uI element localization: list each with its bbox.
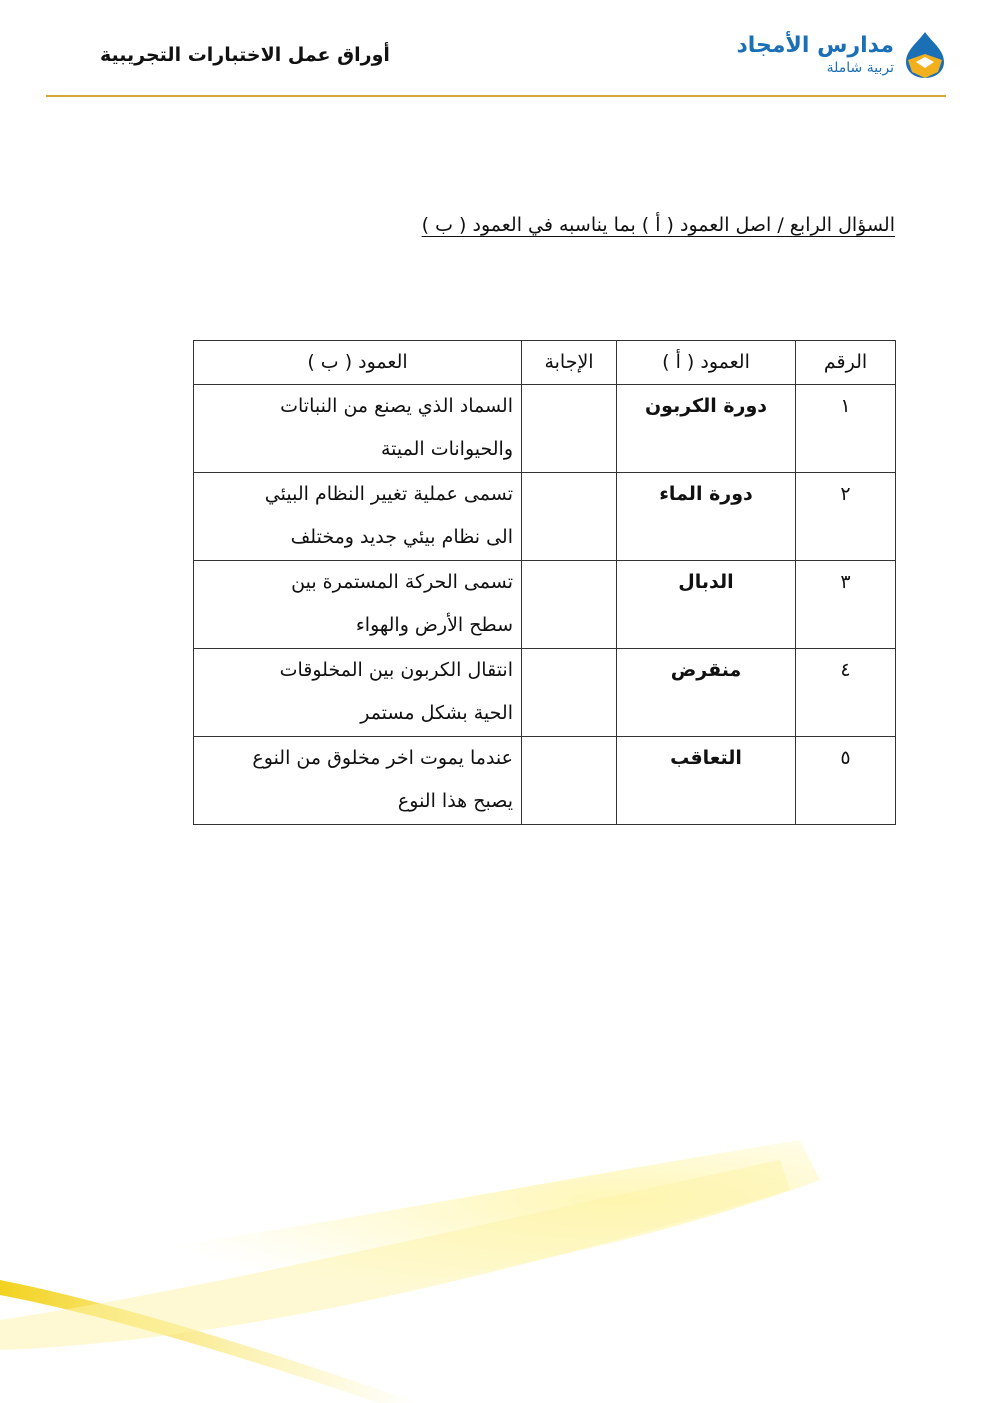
drop-logo-icon <box>906 32 944 78</box>
table-row: ٢ دورة الماء تسمى عملية تغيير النظام البيئ… <box>193 472 896 561</box>
column-a-term: دورة الماء <box>616 472 796 561</box>
school-logo: مدارس الأمجاد تربية شاملة <box>736 30 946 80</box>
answer-cell[interactable] <box>521 560 617 649</box>
column-b-definition: تسمى عملية تغيير النظام البيئي الى نظام ب… <box>193 472 522 561</box>
table-row: ٣ الدبال تسمى الحركة المستمرة بين سطح الأرض… <box>193 560 896 649</box>
definition-line: والحيوانات الميتة <box>380 438 513 460</box>
header-number: الرقم <box>795 340 896 385</box>
column-b-definition: انتقال الكربون بين المخلوقات الحية بشكل م… <box>193 648 522 737</box>
row-number: ٥ <box>795 736 896 825</box>
column-b-definition: السماد الذي يصنع من النباتات والحيوانات ا… <box>193 384 522 473</box>
row-number: ٤ <box>795 648 896 737</box>
column-a-term: دورة الكربون <box>616 384 796 473</box>
table-header-row: الرقم العمود ( أ ) الإجابة العمود ( ب ) <box>193 340 896 385</box>
answer-cell[interactable] <box>521 384 617 473</box>
table-row: ٥ التعاقب عندما يموت اخر مخلوق من النوع يصب… <box>193 736 896 825</box>
definition-line: السماد الذي يصنع من النباتات <box>280 395 513 417</box>
definition-line: يصبح هذا النوع <box>397 790 513 812</box>
header-answer: الإجابة <box>521 340 617 385</box>
worksheet-title: أوراق عمل الاختبارات التجريبية <box>100 44 390 66</box>
row-number: ٣ <box>795 560 896 649</box>
header-column-b: العمود ( ب ) <box>193 340 522 385</box>
header-column-a: العمود ( أ ) <box>616 340 796 385</box>
decorative-light-streak <box>0 1140 820 1403</box>
header-divider <box>46 95 946 97</box>
column-b-definition: تسمى الحركة المستمرة بين سطح الأرض والهوا… <box>193 560 522 649</box>
definition-line: الحية بشكل مستمر <box>360 702 513 724</box>
question-heading: السؤال الرابع / اصل العمود ( أ ) بما ينا… <box>421 214 895 236</box>
definition-line: تسمى عملية تغيير النظام البيئي <box>264 483 513 505</box>
column-b-definition: عندما يموت اخر مخلوق من النوع يصبح هذا ال… <box>193 736 522 825</box>
answer-cell[interactable] <box>521 472 617 561</box>
column-a-term: الدبال <box>616 560 796 649</box>
logo-tagline: تربية شاملة <box>826 60 894 76</box>
column-a-term: منقرض <box>616 648 796 737</box>
matching-table: الرقم العمود ( أ ) الإجابة العمود ( ب ) … <box>193 340 896 825</box>
answer-cell[interactable] <box>521 736 617 825</box>
column-a-term: التعاقب <box>616 736 796 825</box>
definition-line: سطح الأرض والهواء <box>355 614 513 636</box>
definition-line: عندما يموت اخر مخلوق من النوع <box>252 747 513 769</box>
definition-line: الى نظام بيئي جديد ومختلف <box>290 526 513 548</box>
definition-line: انتقال الكربون بين المخلوقات <box>279 659 513 681</box>
answer-cell[interactable] <box>521 648 617 737</box>
row-number: ١ <box>795 384 896 473</box>
definition-line: تسمى الحركة المستمرة بين <box>291 571 513 593</box>
row-number: ٢ <box>795 472 896 561</box>
table-row: ١ دورة الكربون السماد الذي يصنع من النباتا… <box>193 384 896 473</box>
logo-name: مدارس الأمجاد <box>736 33 894 58</box>
table-row: ٤ منقرض انتقال الكربون بين المخلوقات الحية … <box>193 648 896 737</box>
